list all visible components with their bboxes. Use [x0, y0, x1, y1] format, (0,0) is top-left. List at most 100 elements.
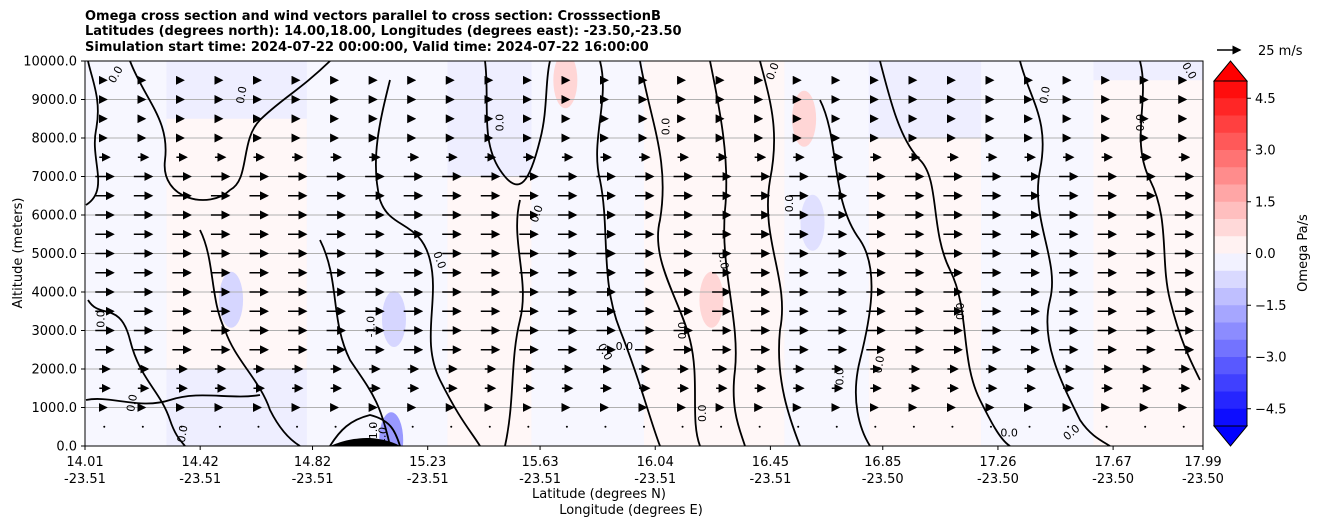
contour-line — [85, 394, 261, 405]
y-tick-label: 2000.0 — [32, 363, 78, 378]
colorbar-tick-label: −4.5 — [1255, 402, 1287, 417]
chart-title-line-2: Latitudes (degrees north): 14.00,18.00, … — [85, 24, 682, 39]
x-tick-label-lon: -23.50 — [977, 472, 1019, 487]
wind-vector — [681, 425, 684, 428]
colorbar-segment — [1214, 236, 1247, 254]
contour-line — [329, 414, 401, 446]
colorbar-segment — [1214, 408, 1247, 427]
x-tick-label-lat: 15.23 — [409, 455, 446, 470]
omega-patch — [219, 271, 244, 328]
wind-vector — [257, 425, 260, 428]
x-tick-label-lon: -23.51 — [407, 472, 449, 487]
wind-vector — [1144, 425, 1147, 428]
y-tick-label: 4000.0 — [32, 286, 78, 301]
x-tick-label-lon: -23.51 — [519, 472, 561, 487]
x-axis-label-latitude: Latitude (degrees N) — [532, 487, 666, 502]
wind-vector — [180, 425, 183, 428]
contour-label: 0.0 — [833, 368, 846, 386]
x-tick-label-lat: 14.01 — [66, 455, 103, 470]
colorbar-segment — [1214, 357, 1247, 375]
contour-line — [85, 61, 100, 206]
colorbar-segment — [1214, 201, 1247, 220]
wind-vector-field — [95, 75, 1195, 428]
colorbar-segment — [1214, 115, 1247, 134]
contour-label: 0.0 — [954, 303, 967, 321]
y-tick-label: 6000.0 — [32, 209, 78, 224]
wind-vector — [951, 425, 954, 428]
y-tick-label: 1000.0 — [32, 401, 78, 416]
quiver-key-label: 25 m/s — [1258, 44, 1303, 59]
wind-vector — [1105, 425, 1108, 428]
y-tick-label: 5000.0 — [32, 247, 78, 262]
wind-vector — [758, 425, 761, 428]
contour-label: 0.0 — [783, 195, 796, 213]
x-tick-label-lat: 17.67 — [1095, 455, 1132, 470]
wind-vector — [488, 425, 491, 428]
contour-label: 0.0 — [1000, 426, 1018, 439]
omega-patch — [699, 271, 724, 328]
omega-region — [1093, 80, 1203, 446]
wind-vector — [141, 425, 144, 428]
wind-vector — [720, 425, 723, 428]
x-tick-label-lat: 16.85 — [864, 455, 901, 470]
colorbar-segment — [1214, 132, 1247, 151]
colorbar-segment — [1214, 98, 1247, 116]
contour-label: 0.0 — [124, 393, 140, 412]
x-axis: 14.01 -23.51 14.42 -23.51 14.82 -23.51 15.23 -2… — [64, 446, 1224, 487]
wind-vector — [874, 425, 877, 428]
terrain-silhouette — [330, 438, 400, 446]
x-tick-label-lon: -23.51 — [634, 472, 676, 487]
contour-label: 0.0 — [430, 250, 448, 271]
chart-title-line-3: Simulation start time: 2024-07-22 00:00:… — [85, 40, 649, 55]
colorbar: 4.5 3.0 1.5 0.0 −1.5 −3.0 −4.5 — [1212, 60, 1287, 447]
colorbar-segment — [1214, 167, 1247, 185]
colorbar-segment — [1214, 391, 1247, 410]
colorbar-segment — [1214, 270, 1247, 289]
colorbar-extend-max — [1212, 60, 1249, 82]
colorbar-segment — [1214, 150, 1247, 168]
contour-label: 0.0 — [234, 85, 250, 104]
chart-title-line-1: Omega cross section and wind vectors par… — [85, 9, 661, 24]
wind-vector — [218, 425, 221, 428]
contour-label: 0.0 — [494, 114, 507, 132]
x-tick-label-lon: -23.51 — [749, 472, 791, 487]
contour-label: 0.0 — [871, 355, 887, 374]
contour-label: 0.0 — [715, 251, 731, 270]
contour-line — [596, 61, 661, 446]
wind-vector — [1028, 425, 1031, 428]
contour-label: 0.0 — [528, 203, 546, 224]
colorbar-tick-label: 1.5 — [1255, 195, 1276, 210]
contour-line — [484, 61, 551, 186]
plot-area: 0.0 0.0 0.0 0.0 0.0 0.0 0.0 0.0 0.0 0.0 -1.0 0.0 0.0… — [85, 61, 1203, 446]
wind-vector — [411, 425, 414, 428]
wind-vector — [450, 425, 453, 428]
wind-vector — [1182, 425, 1185, 428]
wind-vector — [296, 425, 299, 428]
colorbar-extend-min — [1212, 425, 1249, 447]
wind-vector — [835, 425, 838, 428]
zero-contour-lines — [85, 61, 1201, 446]
omega-patch — [800, 194, 825, 251]
wind-vector — [912, 425, 915, 428]
contour-label: -1.0 — [364, 316, 377, 337]
colorbar-label: Omega Pa/s — [1296, 214, 1311, 292]
wind-vector — [1067, 425, 1070, 428]
colorbar-segment — [1214, 253, 1247, 272]
colorbar-tick-label: −3.0 — [1255, 351, 1287, 366]
colorbar-tick-label: 3.0 — [1255, 144, 1276, 159]
y-axis: 0.0 1000.0 2000.0 3000.0 4000.0 5000.0 6000.0 7… — [23, 55, 85, 455]
wind-vector — [643, 425, 645, 428]
y-tick-label: 8000.0 — [32, 132, 78, 147]
x-tick-label-lat: 17.26 — [979, 455, 1016, 470]
omega-patch — [381, 290, 406, 347]
contour-label: 0.0 — [696, 405, 709, 423]
wind-vector — [527, 425, 530, 428]
x-tick-label-lon: -23.51 — [179, 472, 221, 487]
contour-label: 1.0 — [374, 426, 390, 445]
contour-label: 0.0 — [175, 424, 191, 443]
y-tick-label: 0.0 — [56, 440, 77, 455]
colorbar-segment — [1214, 184, 1247, 203]
colorbar-segment — [1214, 322, 1247, 341]
wind-vector — [604, 425, 607, 428]
